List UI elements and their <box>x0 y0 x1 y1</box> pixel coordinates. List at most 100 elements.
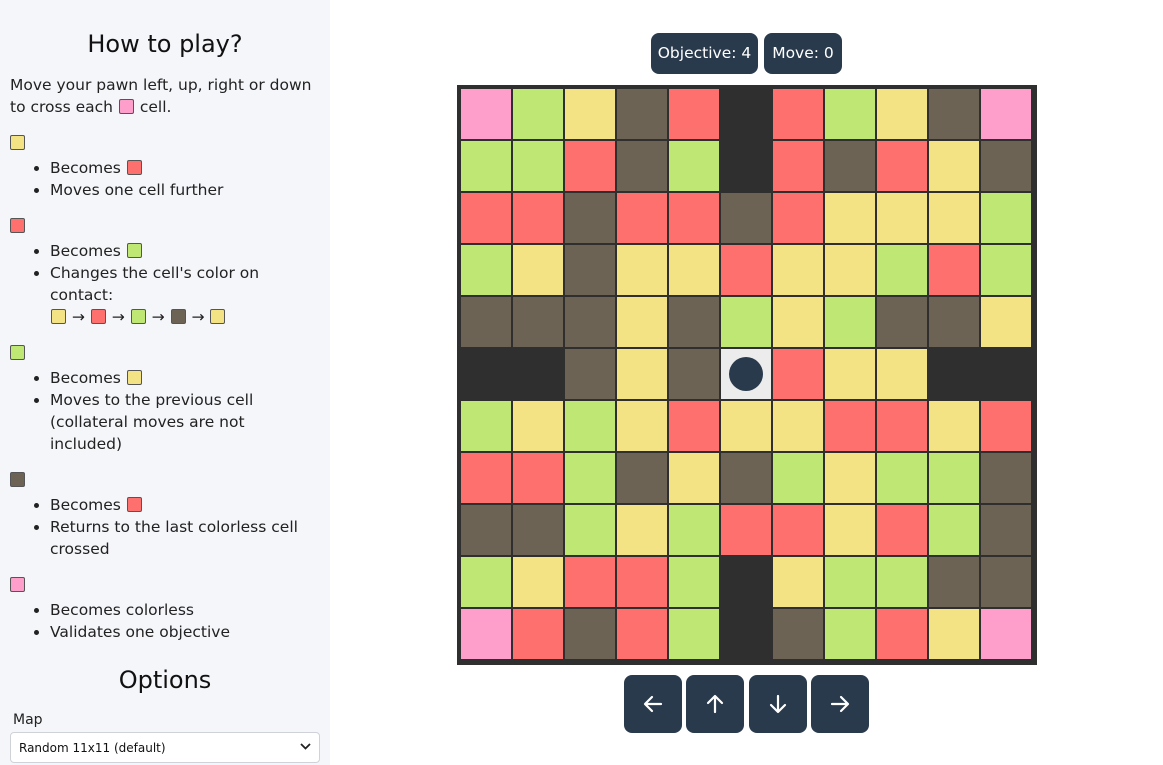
board-cell <box>461 505 511 555</box>
objective-counter: Objective: 4 <box>651 33 758 74</box>
board-cell <box>617 193 667 243</box>
board-cell <box>669 557 719 607</box>
board-cell <box>513 557 563 607</box>
board-cell <box>461 141 511 191</box>
green-swatch-icon <box>130 309 146 324</box>
board-cell <box>981 609 1031 659</box>
arrow-down-icon <box>769 694 787 714</box>
board-cell <box>513 141 563 191</box>
rule-becomes-item: Becomes <box>50 240 320 262</box>
move-counter: Move: 0 <box>764 33 842 74</box>
board-cell <box>981 349 1031 399</box>
board-cell <box>461 609 511 659</box>
board-cell <box>669 89 719 139</box>
board-cell <box>617 141 667 191</box>
board-cell <box>617 401 667 451</box>
board-cell <box>513 297 563 347</box>
board-cell <box>929 349 979 399</box>
board-cell <box>513 193 563 243</box>
board-cell <box>513 401 563 451</box>
board-cell <box>669 401 719 451</box>
board-cell <box>461 349 511 399</box>
brown-swatch-icon <box>170 309 186 324</box>
board-cell <box>929 245 979 295</box>
intro-text: Move your pawn left, up, right or down t… <box>10 74 320 118</box>
arrow-right-icon <box>830 695 850 713</box>
board-cell <box>825 557 875 607</box>
rule-becomes-item: Becomes <box>50 494 320 516</box>
board-cell <box>929 609 979 659</box>
board-cell <box>773 609 823 659</box>
board-cell <box>929 193 979 243</box>
board-cell <box>513 349 563 399</box>
green-swatch-icon <box>126 243 142 258</box>
board-cell <box>721 453 771 503</box>
move-down-button[interactable] <box>749 675 807 733</box>
board-cell <box>981 297 1031 347</box>
chevron-down-icon <box>300 742 311 753</box>
yellow-swatch-icon <box>210 309 226 324</box>
board-cell <box>721 245 771 295</box>
intro-text-start: Move your pawn left, up, right or down t… <box>10 76 312 116</box>
rule-green-header <box>10 345 320 361</box>
board-cell <box>929 453 979 503</box>
move-up-button[interactable] <box>686 675 744 733</box>
rule-green-list: Becomes Moves to the previous cell (coll… <box>10 367 320 455</box>
board-cell <box>721 141 771 191</box>
board-cell <box>565 141 615 191</box>
board-cell <box>929 401 979 451</box>
board-cell <box>721 297 771 347</box>
board-cell <box>877 401 927 451</box>
rule-yellow-header <box>10 135 320 151</box>
yellow-swatch-icon <box>51 309 66 324</box>
board-cell <box>565 245 615 295</box>
board-cell <box>981 401 1031 451</box>
rule-brown-header <box>10 472 320 488</box>
rule-effect-text: Moves one cell further <box>50 181 224 199</box>
rules-list: Becomes Moves one cell further Becomes Ch… <box>10 135 320 643</box>
rule-red-header <box>10 218 320 234</box>
color-cycle: → → → → <box>50 306 320 328</box>
rule-effect-item: Returns to the last colorless cell cross… <box>50 516 320 560</box>
board-cell <box>461 89 511 139</box>
sidebar: How to play? Move your pawn left, up, ri… <box>0 0 330 765</box>
rule-effect-text: Validates one objective <box>50 623 231 641</box>
rule-brown-list: Becomes Returns to the last colorless ce… <box>10 494 320 560</box>
board-cell <box>721 609 771 659</box>
board-cell <box>617 557 667 607</box>
board-cell <box>461 245 511 295</box>
green-swatch-icon <box>10 345 25 360</box>
rule-becomes-item: Becomes colorless <box>50 599 320 621</box>
intro-text-end: cell. <box>139 98 172 116</box>
board-cell <box>981 453 1031 503</box>
board-cell <box>565 453 615 503</box>
board-cell <box>929 297 979 347</box>
board-cell <box>669 453 719 503</box>
brown-swatch-icon <box>10 472 25 487</box>
board-cell <box>877 89 927 139</box>
board-cell <box>565 349 615 399</box>
board-cell <box>669 505 719 555</box>
board-cell <box>929 505 979 555</box>
red-swatch-icon <box>126 497 142 512</box>
board-cell <box>773 505 823 555</box>
board-cell <box>877 453 927 503</box>
board-cell <box>981 557 1031 607</box>
board-cell <box>773 401 823 451</box>
board-cell <box>617 609 667 659</box>
board-cell <box>877 505 927 555</box>
rule-yellow-list: Becomes Moves one cell further <box>10 157 320 201</box>
rule-becomes-label: Becomes <box>50 369 121 387</box>
board-cell <box>669 349 719 399</box>
map-select[interactable]: Random 11x11 (default) <box>10 732 320 763</box>
rule-effect-text: Changes the cell's color on contact: <box>50 264 260 304</box>
move-right-button[interactable] <box>811 675 869 733</box>
board-cell <box>825 349 875 399</box>
board-cell <box>929 141 979 191</box>
board-cell <box>825 89 875 139</box>
board-cell <box>565 401 615 451</box>
board-cell <box>929 89 979 139</box>
board-cell <box>617 297 667 347</box>
move-left-button[interactable] <box>624 675 682 733</box>
rule-becomes-item: Becomes <box>50 367 320 389</box>
